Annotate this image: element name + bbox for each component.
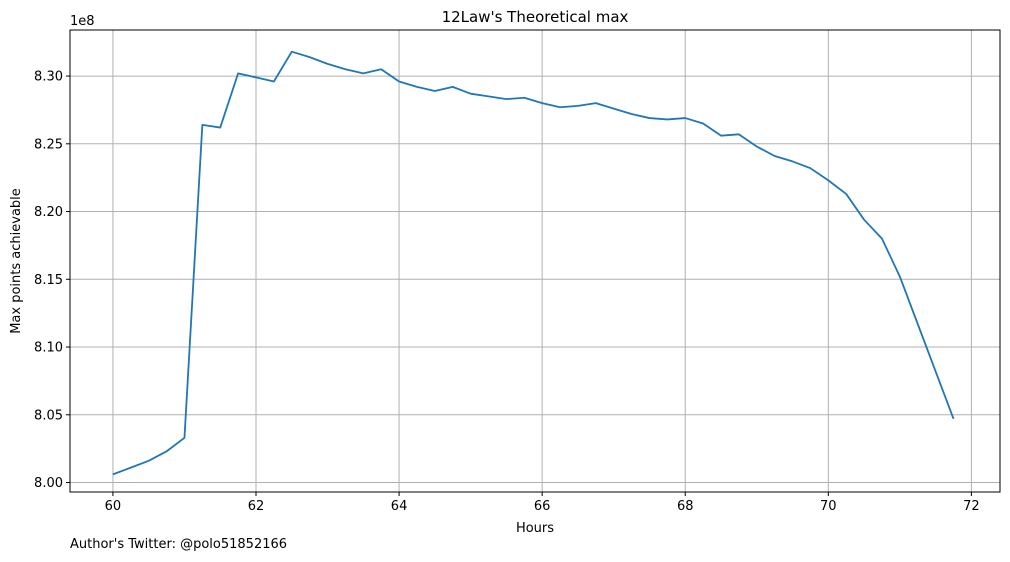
data-point	[613, 108, 615, 110]
data-point	[416, 86, 418, 88]
data-point	[720, 135, 722, 137]
y-tick-label: 8.30	[34, 70, 63, 85]
y-offset-label: 1e8	[70, 14, 95, 29]
data-point	[201, 124, 203, 126]
author-twitter-note: Author's Twitter: @polo51852166	[70, 537, 288, 552]
data-point	[273, 81, 275, 83]
data-point	[577, 105, 579, 107]
data-point	[184, 437, 186, 439]
y-tick-label: 8.05	[34, 408, 63, 423]
x-tick-label: 72	[963, 499, 980, 514]
x-tick-label: 60	[105, 499, 122, 514]
data-point	[219, 127, 221, 129]
data-point	[684, 117, 686, 119]
data-point	[505, 98, 507, 100]
plot-frame	[69, 29, 1001, 493]
data-point	[166, 450, 168, 452]
y-tick-label: 8.00	[34, 476, 63, 491]
y-axis: 8.00 8.05 8.10 8.15 8.20 8.25 8.30	[34, 70, 70, 491]
series-layer	[112, 50, 955, 476]
data-point	[774, 155, 776, 157]
data-point	[917, 323, 919, 325]
data-point	[345, 68, 347, 70]
data-point	[523, 97, 525, 99]
data-point	[881, 238, 883, 240]
y-axis-label: Max points achievable	[9, 188, 24, 334]
x-axis: 60 62 64 66 68 70 72	[105, 492, 980, 514]
series-line	[112, 50, 955, 476]
x-tick-label: 66	[534, 499, 551, 514]
data-point	[380, 68, 382, 70]
data-point	[452, 86, 454, 88]
data-point	[702, 123, 704, 125]
x-axis-label: Hours	[516, 521, 554, 536]
y-tick-label: 8.10	[34, 341, 63, 356]
y-tick-label: 8.15	[34, 273, 63, 288]
data-point	[291, 51, 293, 53]
data-point	[470, 93, 472, 95]
data-point	[738, 133, 740, 135]
data-point	[792, 161, 794, 163]
data-point	[899, 276, 901, 278]
data-point	[935, 371, 937, 373]
data-point	[756, 146, 758, 148]
data-point	[595, 102, 597, 104]
data-point	[541, 102, 543, 104]
data-point	[362, 72, 364, 74]
data-point	[666, 119, 668, 121]
data-point	[148, 460, 150, 462]
data-point	[398, 81, 400, 83]
chart-title: 12Law's Theoretical max	[442, 8, 629, 26]
data-point	[845, 193, 847, 195]
data-point	[649, 117, 651, 119]
y-tick-label: 8.20	[34, 205, 63, 220]
data-point	[237, 72, 239, 74]
data-point	[130, 467, 132, 469]
data-point	[488, 95, 490, 97]
x-tick-label: 62	[248, 499, 265, 514]
data-point	[112, 473, 114, 475]
data-point	[810, 167, 812, 169]
grid-lines	[70, 30, 1000, 492]
x-tick-label: 64	[391, 499, 408, 514]
x-tick-label: 70	[820, 499, 837, 514]
data-point	[827, 179, 829, 181]
data-point	[309, 56, 311, 58]
data-point	[559, 106, 561, 108]
data-point	[863, 219, 865, 221]
x-tick-label: 68	[677, 499, 694, 514]
data-point	[953, 418, 955, 420]
data-point	[255, 77, 257, 79]
data-point	[327, 63, 329, 65]
data-point	[434, 90, 436, 92]
y-tick-label: 8.25	[34, 137, 63, 152]
data-point	[631, 113, 633, 115]
